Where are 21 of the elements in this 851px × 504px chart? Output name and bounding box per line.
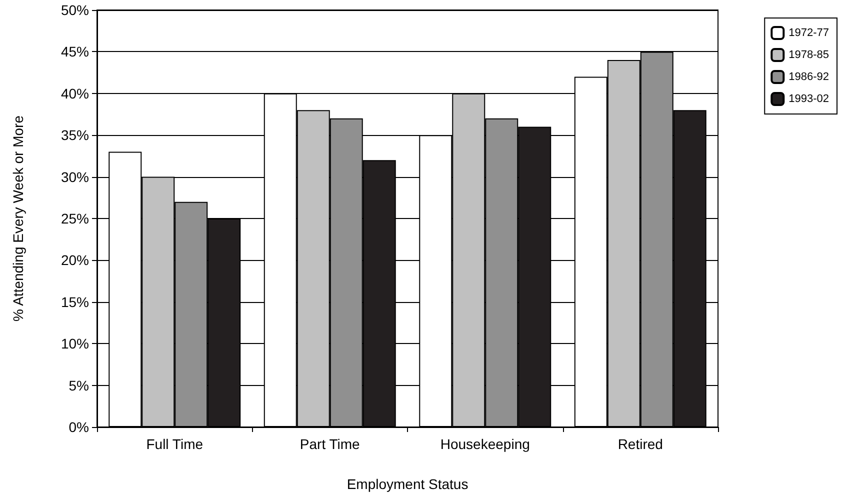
y-axis-title: % Attending Every Week or More <box>10 115 26 322</box>
y-tick-label: 30% <box>60 168 89 185</box>
y-tick-label: 40% <box>60 85 89 102</box>
legend-label: 1978-85 <box>788 49 830 61</box>
y-tick-label: 15% <box>60 294 89 310</box>
y-tick-label: 0% <box>68 419 89 435</box>
y-tick-label: 35% <box>60 127 89 144</box>
y-tick-label: 50% <box>60 2 89 18</box>
x-tick-label: Full Time <box>146 436 204 452</box>
x-axis-title: Employment Status <box>346 476 468 492</box>
y-tick-label: 10% <box>60 336 89 352</box>
y-tick-label: 25% <box>60 210 89 226</box>
y-tick-label: 20% <box>60 252 89 268</box>
legend-label: 1993-02 <box>788 93 830 105</box>
legend-label: 1972-77 <box>788 27 830 39</box>
x-tick-label: Housekeeping <box>440 436 530 452</box>
x-tick-label: Retired <box>618 436 663 452</box>
x-tick-label: Part Time <box>300 436 360 452</box>
legend-label: 1986-92 <box>788 71 830 83</box>
y-tick-label: 45% <box>60 44 89 60</box>
y-tick-label: 5% <box>68 377 89 394</box>
